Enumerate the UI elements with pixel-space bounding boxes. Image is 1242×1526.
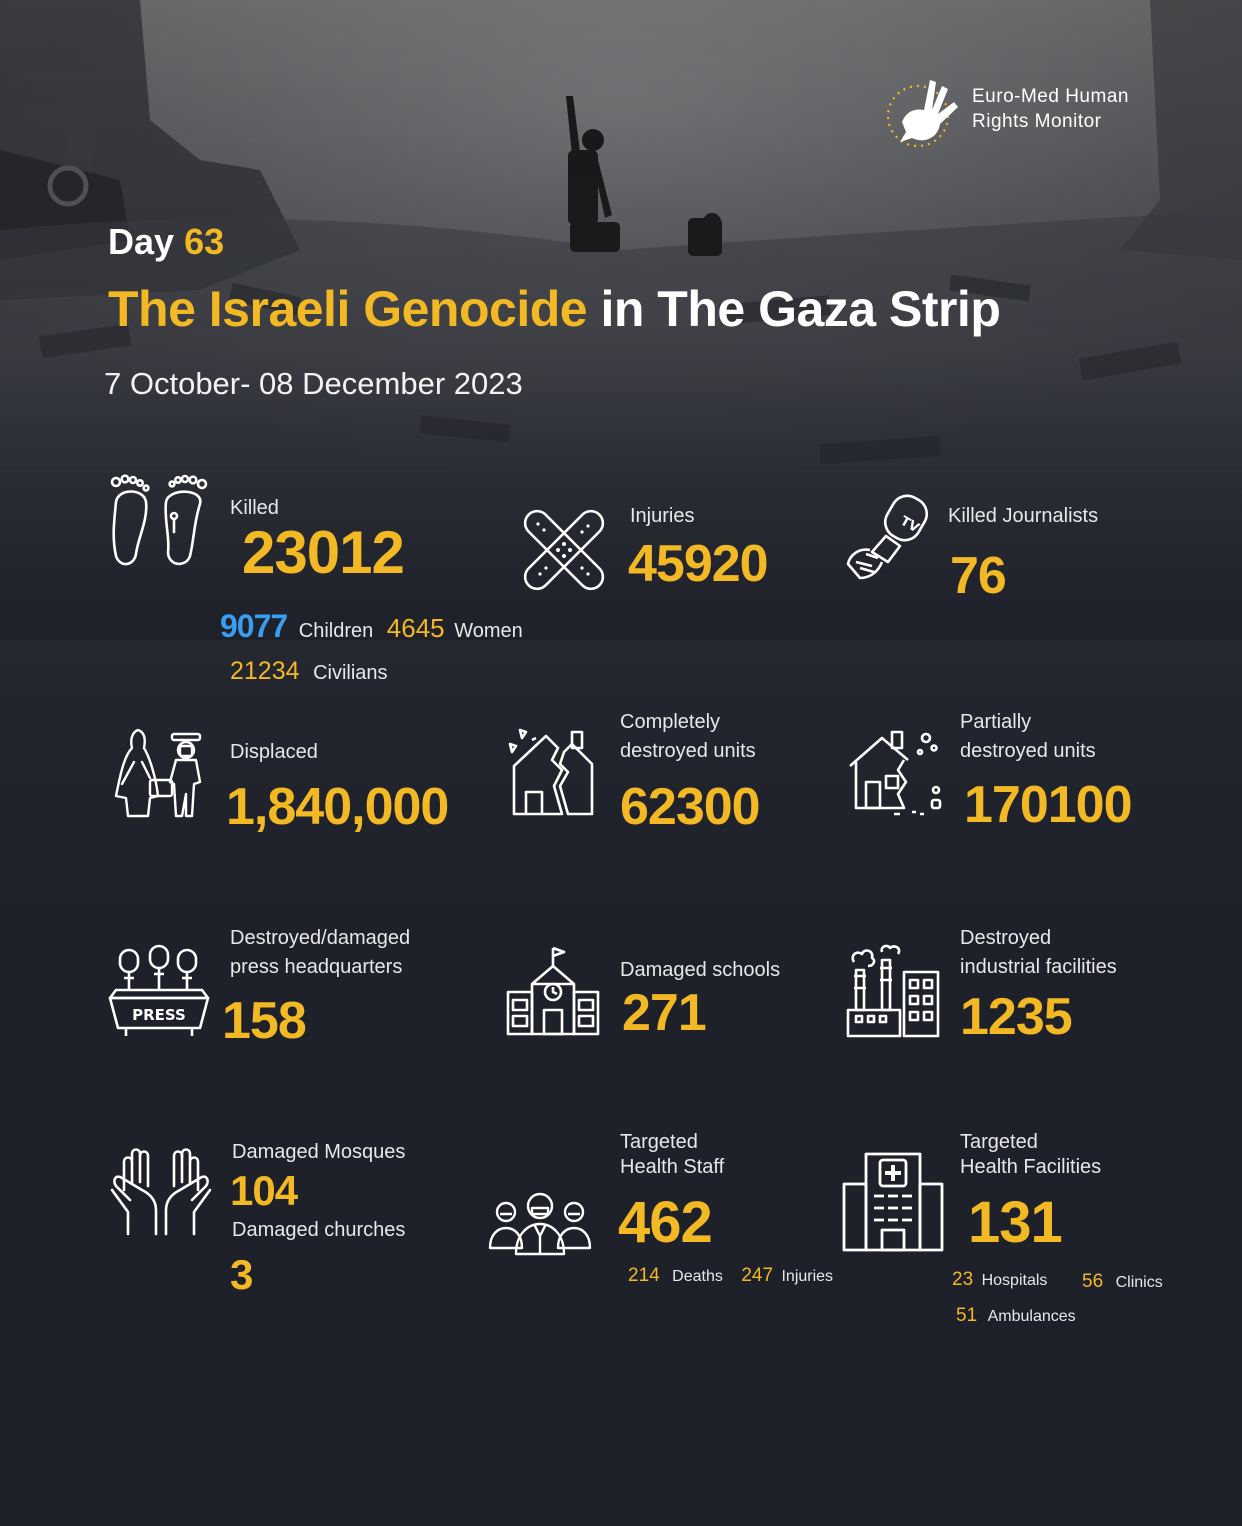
brand-name: Euro-Med Human Rights Monitor: [972, 84, 1129, 134]
mosques-label: Damaged Mosques: [232, 1141, 406, 1163]
health-staff-label-2: Health Staff: [620, 1156, 725, 1178]
ambulances-value: 51: [956, 1305, 978, 1326]
title-highlight: The Israeli Genocide: [108, 281, 588, 337]
civilians-value: 21234: [230, 657, 300, 685]
industrial-label-2: industrial facilities: [960, 956, 1117, 978]
health-staff-deaths-value: 214: [628, 1265, 660, 1286]
day-number: 63: [184, 221, 225, 262]
factory-icon: [846, 940, 942, 1038]
title-rest: in The Gaza Strip: [600, 281, 1001, 337]
industrial-value: 1235: [960, 988, 1073, 1046]
partially-destroyed-value: 170100: [964, 776, 1133, 834]
background-photo: [0, 0, 1242, 640]
health-staff-injuries-value: 247: [741, 1265, 774, 1286]
clinics-breakdown: 56 Clinics: [1082, 1268, 1163, 1297]
medical-staff-icon: [488, 1190, 592, 1256]
press-label: Destroyed/damaged press headquarters: [230, 924, 410, 982]
civilians-label: Civilians: [313, 662, 388, 684]
completely-destroyed-label-2: destroyed units: [620, 740, 756, 762]
press-microphones-icon: PRESS: [106, 942, 212, 1038]
killed-breakdown: 9077 Children 4645 Women: [220, 608, 523, 649]
journalists-label: Killed Journalists: [948, 505, 1099, 527]
brand-line-2: Rights Monitor: [972, 111, 1102, 132]
day-heading: Day 63: [108, 220, 224, 264]
tv-microphone-icon: TV: [842, 492, 932, 584]
mosques-value: 104: [230, 1167, 298, 1214]
date-range: 7 October- 08 December 2023: [104, 366, 523, 401]
page-title: The Israeli Genocide in The Gaza Strip: [108, 278, 1001, 340]
footprints-icon: [104, 472, 216, 568]
hand-dove-logo-icon: [880, 72, 966, 152]
press-label-1: Destroyed/damaged: [230, 927, 411, 949]
injuries-label: Injuries: [630, 505, 695, 527]
women-label: Women: [454, 620, 523, 642]
completely-destroyed-label-1: Completely: [620, 711, 721, 733]
health-facilities-label: Targeted Health Facilities: [960, 1130, 1101, 1180]
killed-label: Killed: [230, 497, 279, 519]
partially-destroyed-label-2: destroyed units: [960, 740, 1096, 762]
press-icon-text: PRESS: [132, 1006, 186, 1024]
damaged-house-icon: [846, 726, 942, 820]
health-facilities-value: 131: [968, 1190, 1063, 1255]
day-label: Day: [108, 221, 175, 262]
women-value: 4645: [386, 613, 445, 643]
completely-destroyed-label: Completely destroyed units: [620, 708, 756, 766]
clinics-label: Clinics: [1115, 1274, 1163, 1291]
press-label-2: press headquarters: [230, 956, 403, 978]
school-icon: [504, 944, 602, 1038]
displaced-label: Displaced: [230, 741, 318, 763]
killed-value: 23012: [242, 519, 405, 586]
displaced-value: 1,840,000: [226, 778, 449, 836]
clinics-value: 56: [1082, 1271, 1104, 1292]
churches-label: Damaged churches: [232, 1219, 406, 1241]
praying-hands-icon: [110, 1144, 212, 1238]
injuries-value: 45920: [628, 535, 769, 593]
destroyed-house-icon: [506, 726, 598, 818]
health-staff-label: Targeted Health Staff: [620, 1130, 724, 1180]
churches-value: 3: [230, 1251, 253, 1298]
bandage-icon: [522, 508, 606, 592]
health-staff-label-1: Targeted: [620, 1131, 698, 1153]
ambulances-label: Ambulances: [987, 1308, 1076, 1325]
journalists-value: 76: [950, 547, 1007, 605]
hospital-icon: [842, 1150, 944, 1252]
industrial-label: Destroyed industrial facilities: [960, 924, 1117, 982]
industrial-label-1: Destroyed: [960, 927, 1052, 949]
health-staff-breakdown: 214 Deaths 247 Injuries: [628, 1262, 833, 1291]
refugees-icon: [110, 722, 210, 822]
health-staff-injuries-label: Injuries: [781, 1268, 834, 1285]
hospitals-value: 23: [952, 1269, 974, 1290]
children-value: 9077: [220, 608, 288, 644]
health-facilities-label-1: Targeted: [960, 1131, 1038, 1153]
press-value: 158: [222, 992, 307, 1050]
brand-line-1: Euro-Med Human: [972, 86, 1129, 107]
health-staff-deaths-label: Deaths: [672, 1268, 723, 1285]
partially-destroyed-label: Partially destroyed units: [960, 708, 1096, 766]
health-staff-value: 462: [618, 1190, 713, 1255]
children-label: Children: [298, 620, 374, 642]
schools-label: Damaged schools: [620, 959, 781, 981]
partially-destroyed-label-1: Partially: [960, 711, 1032, 733]
civilians-breakdown: 21234 Civilians: [230, 654, 388, 690]
health-facilities-label-2: Health Facilities: [960, 1156, 1102, 1178]
ambulances-breakdown: 51 Ambulances: [956, 1302, 1076, 1331]
completely-destroyed-value: 62300: [620, 778, 761, 836]
schools-value: 271: [622, 984, 707, 1042]
hospitals-breakdown: 23 Hospitals: [952, 1266, 1047, 1295]
hospitals-label: Hospitals: [981, 1272, 1048, 1289]
